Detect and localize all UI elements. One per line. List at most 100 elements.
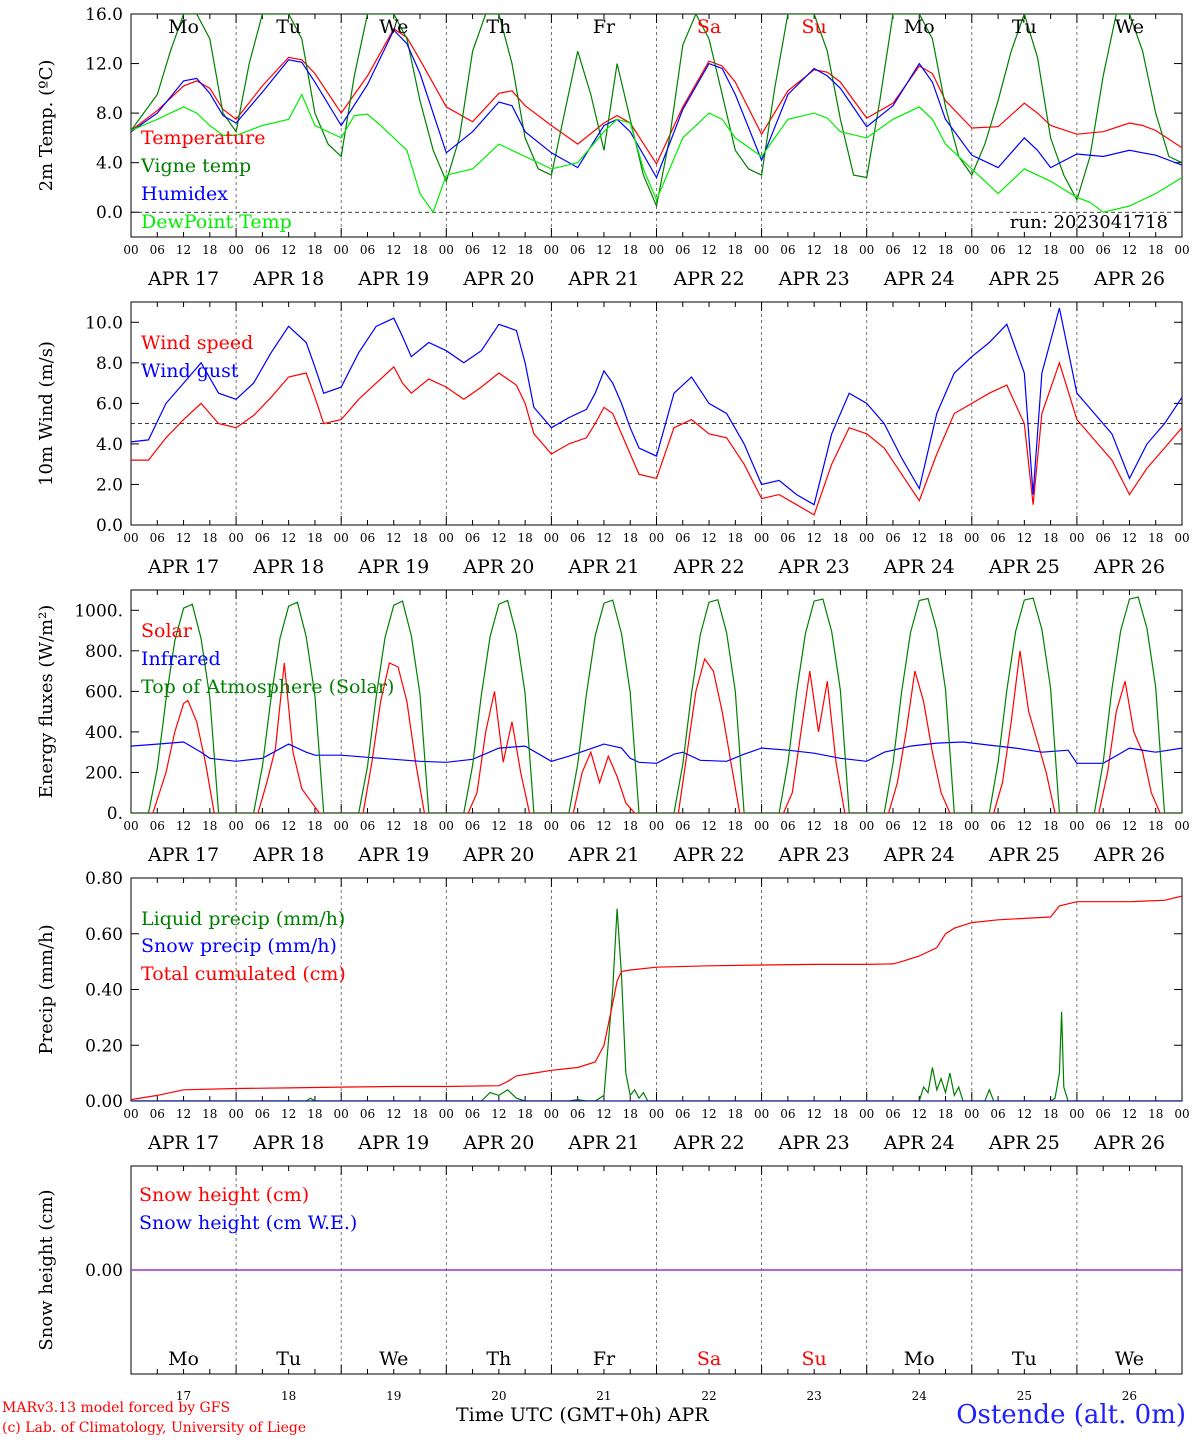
day-label: APR 17 bbox=[147, 556, 219, 578]
hour-tick-label: 18 bbox=[307, 1107, 322, 1121]
legend-entry: Liquid precip (mm/h) bbox=[141, 908, 345, 930]
weekday-label-top: Fr bbox=[593, 16, 616, 38]
hour-tick-label: 12 bbox=[807, 243, 822, 257]
hour-tick-label: 00 bbox=[123, 243, 138, 257]
hour-tick-label: 00 bbox=[754, 531, 769, 545]
y-tick-label: 0.00 bbox=[85, 1261, 123, 1281]
hour-tick-label: 12 bbox=[176, 243, 191, 257]
series-humidex bbox=[131, 29, 1182, 179]
panel-wind: 0.0 2.0 4.0 6.0 8.0 10.0 10m Wind (m/s) Wind sp… bbox=[36, 301, 1190, 578]
day-label: APR 18 bbox=[252, 844, 324, 866]
hour-tick-label: 06 bbox=[465, 819, 480, 833]
weekday-label-top: Mo bbox=[904, 16, 935, 38]
hour-tick-label: 12 bbox=[491, 243, 506, 257]
panel-snow: 0.00 Snow height (cm) Snow height (cm) Snow… bbox=[36, 1165, 1183, 1375]
hour-tick-label: 00 bbox=[123, 531, 138, 545]
hour-tick-label: 12 bbox=[491, 819, 506, 833]
day-label: APR 18 bbox=[252, 556, 324, 578]
series-dewpoint-temp bbox=[131, 93, 1182, 214]
hour-tick-label: 12 bbox=[1017, 819, 1032, 833]
weekday-label-top: Tu bbox=[276, 16, 301, 38]
hour-tick-label: 12 bbox=[807, 1107, 822, 1121]
hour-tick-label: 12 bbox=[491, 531, 506, 545]
hour-tick-label: 00 bbox=[859, 531, 874, 545]
hour-tick-label: 18 bbox=[517, 243, 532, 257]
hour-tick-label: 00 bbox=[1174, 243, 1189, 257]
y-axis-title: Snow height (cm) bbox=[36, 1189, 57, 1350]
day-label: APR 21 bbox=[567, 844, 639, 866]
day-label: APR 21 bbox=[567, 1132, 639, 1154]
hour-tick-label: 00 bbox=[1069, 1107, 1084, 1121]
hour-tick-label: 12 bbox=[912, 531, 927, 545]
hour-tick-label: 18 bbox=[1043, 819, 1058, 833]
hour-tick-label: 12 bbox=[701, 1107, 716, 1121]
day-label: APR 20 bbox=[462, 556, 534, 578]
hour-tick-label: 12 bbox=[281, 819, 296, 833]
y-tick-label: 8.0 bbox=[96, 104, 123, 124]
y-tick-label: 0.0 bbox=[96, 203, 123, 223]
panel-temperature: 0.0 4.0 8.0 12.0 16.0 2m Temp. (ºC) Temperatur… bbox=[36, 5, 1190, 290]
day-number-label: 21 bbox=[596, 1389, 611, 1403]
hour-tick-label: 12 bbox=[701, 243, 716, 257]
day-label: APR 26 bbox=[1093, 844, 1165, 866]
day-number-label: 19 bbox=[386, 1389, 401, 1403]
y-tick-label: 4.0 bbox=[96, 154, 123, 174]
weekday-label-bottom: Su bbox=[802, 1348, 827, 1370]
hour-tick-label: 00 bbox=[334, 531, 349, 545]
hour-tick-label: 06 bbox=[780, 1107, 795, 1121]
weekday-label-bottom: Tu bbox=[276, 1348, 301, 1370]
day-label: APR 17 bbox=[147, 268, 219, 290]
hour-tick-label: 00 bbox=[439, 243, 454, 257]
y-tick-label: 10.0 bbox=[85, 313, 123, 333]
hour-tick-label: 12 bbox=[912, 819, 927, 833]
series-top-of-atmosphere-solar bbox=[131, 596, 1182, 813]
y-tick-label: 800. bbox=[85, 642, 123, 662]
hour-tick-label: 06 bbox=[675, 1107, 690, 1121]
day-label: APR 19 bbox=[357, 1132, 429, 1154]
hour-tick-label: 12 bbox=[1017, 1107, 1032, 1121]
day-label: APR 22 bbox=[673, 1132, 745, 1154]
day-label: APR 22 bbox=[673, 268, 745, 290]
hour-tick-label: 06 bbox=[570, 1107, 585, 1121]
weekday-label-bottom: Mo bbox=[904, 1348, 935, 1370]
hour-tick-label: 12 bbox=[596, 819, 611, 833]
hour-tick-label: 00 bbox=[859, 1107, 874, 1121]
hour-tick-label: 06 bbox=[360, 1107, 375, 1121]
hour-tick-label: 06 bbox=[885, 531, 900, 545]
hour-tick-label: 00 bbox=[228, 531, 243, 545]
hour-tick-label: 12 bbox=[176, 531, 191, 545]
hour-tick-label: 18 bbox=[517, 531, 532, 545]
weekday-label-bottom: Sa bbox=[697, 1348, 721, 1370]
day-number-label: 23 bbox=[807, 1389, 822, 1403]
hour-tick-label: 06 bbox=[465, 1107, 480, 1121]
day-label: APR 24 bbox=[883, 268, 955, 290]
hour-tick-label: 06 bbox=[990, 1107, 1005, 1121]
hour-tick-label: 00 bbox=[964, 1107, 979, 1121]
series-vigne-temp bbox=[131, 14, 1182, 209]
run-annotation: run: 2023041718 bbox=[1010, 212, 1168, 233]
hour-tick-label: 00 bbox=[964, 531, 979, 545]
hour-tick-label: 12 bbox=[912, 243, 927, 257]
hour-tick-label: 00 bbox=[964, 819, 979, 833]
hour-tick-label: 00 bbox=[1174, 531, 1189, 545]
y-axis-title: 2m Temp. (ºC) bbox=[36, 60, 57, 192]
hour-tick-label: 12 bbox=[176, 819, 191, 833]
series-total-cumulated-cm bbox=[131, 895, 1182, 1101]
hour-tick-label: 06 bbox=[885, 819, 900, 833]
legend-entry: Infrared bbox=[141, 648, 221, 670]
y-tick-label: 6.0 bbox=[96, 394, 123, 414]
hour-tick-label: 18 bbox=[833, 1107, 848, 1121]
day-label: APR 17 bbox=[147, 1132, 219, 1154]
hour-tick-label: 06 bbox=[675, 531, 690, 545]
day-label: APR 24 bbox=[883, 556, 955, 578]
hour-tick-label: 18 bbox=[728, 243, 743, 257]
day-number-label: 25 bbox=[1017, 1389, 1032, 1403]
y-tick-label: 2.0 bbox=[96, 475, 123, 495]
hour-tick-label: 18 bbox=[833, 531, 848, 545]
day-label: APR 23 bbox=[778, 1132, 850, 1154]
hour-tick-label: 18 bbox=[1148, 531, 1163, 545]
weekday-label-bottom: We bbox=[379, 1348, 408, 1370]
weekday-label-bottom: Tu bbox=[1012, 1348, 1037, 1370]
hour-tick-label: 06 bbox=[675, 819, 690, 833]
